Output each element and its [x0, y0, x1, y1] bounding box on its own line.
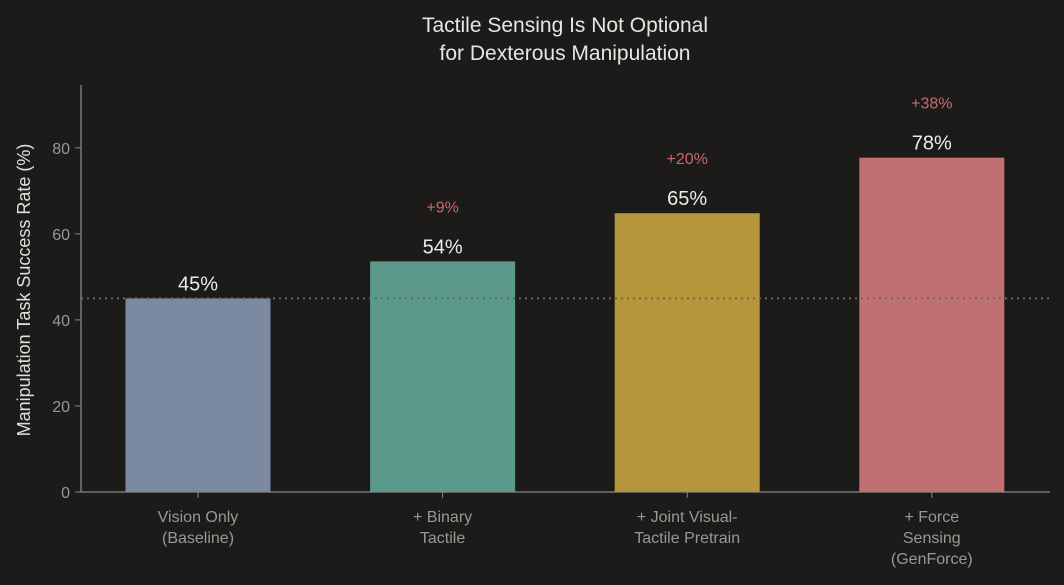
chart-title-line-2: for Dexterous Manipulation	[440, 42, 691, 65]
value-label: 65%	[667, 188, 707, 210]
bar	[125, 298, 271, 492]
delta-label: +20%	[667, 151, 708, 168]
y-tick-label: 20	[52, 399, 70, 416]
x-tick-label: + Binary	[413, 509, 472, 526]
y-tick-label: 60	[52, 227, 70, 244]
y-tick-label: 0	[61, 485, 70, 502]
y-axis-label: Manipulation Task Success Rate (%)	[14, 144, 34, 437]
y-tick-label: 40	[52, 313, 70, 330]
delta-label: +9%	[426, 199, 458, 216]
y-tick-label: 80	[52, 141, 70, 158]
delta-label: +38%	[911, 96, 952, 113]
bar	[614, 213, 760, 493]
x-tick-label: + Joint Visual-	[637, 509, 738, 526]
chart-title-line-1: Tactile Sensing Is Not Optional	[422, 14, 708, 37]
x-tick-label: Tactile Pretrain	[634, 530, 740, 547]
x-tick-label: Vision Only	[158, 509, 239, 526]
x-tick-label: (GenForce)	[891, 551, 973, 568]
value-label: 54%	[423, 236, 463, 258]
value-label: 45%	[178, 273, 218, 295]
x-tick-label: + Force	[904, 509, 959, 526]
x-tick-label: (Baseline)	[162, 530, 234, 547]
x-tick-label: Sensing	[903, 530, 961, 547]
value-label: 78%	[912, 133, 952, 155]
bar	[370, 261, 516, 492]
bar	[859, 157, 1005, 493]
x-tick-label: Tactile	[420, 530, 465, 547]
